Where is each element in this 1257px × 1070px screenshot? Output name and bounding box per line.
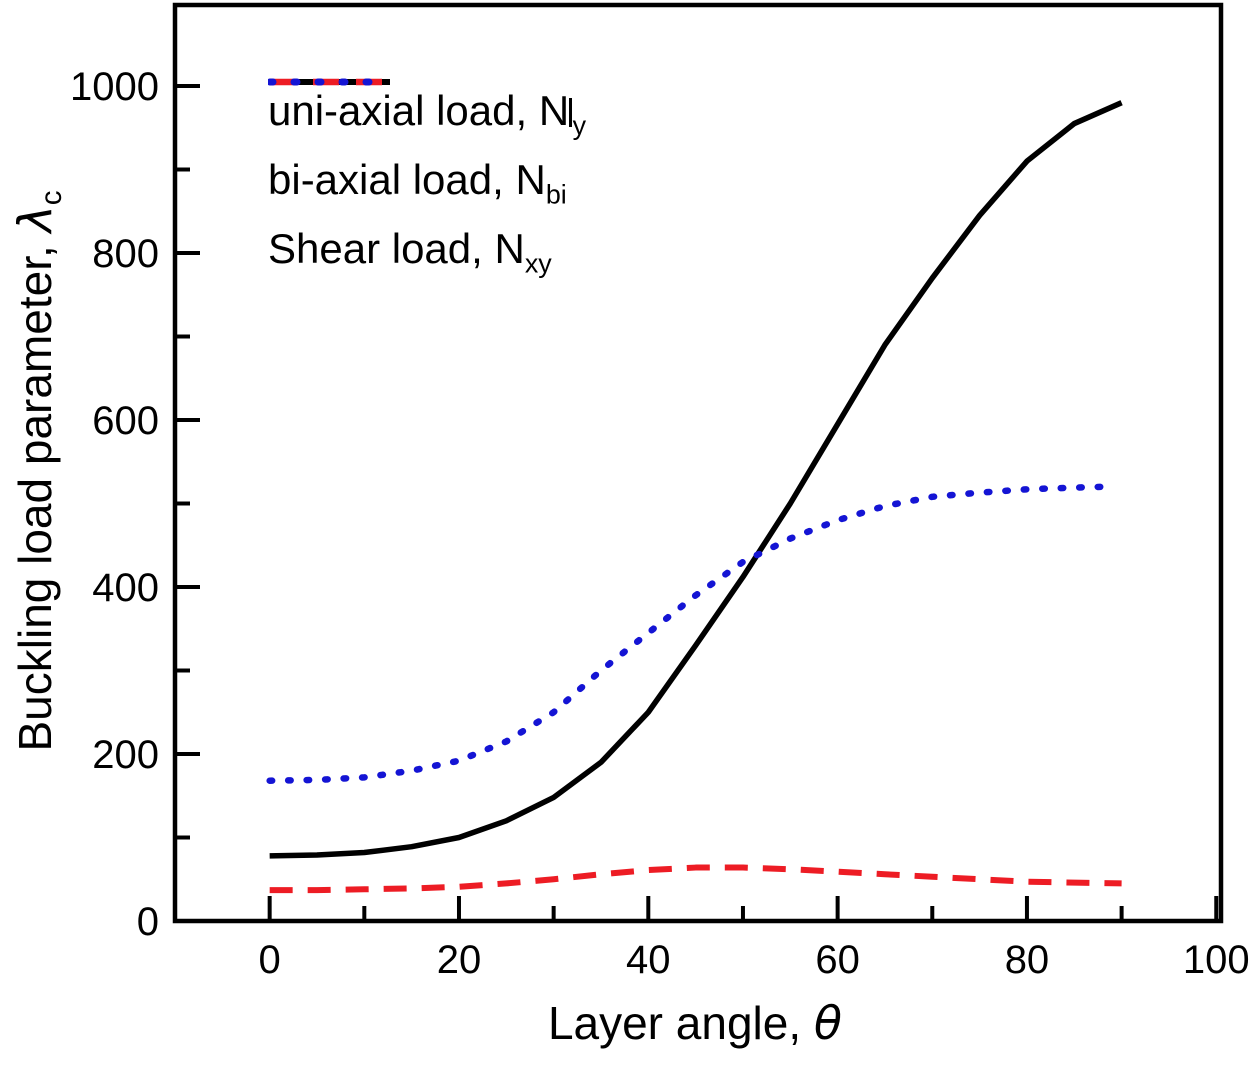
x-tick-label: 40 <box>626 938 671 982</box>
legend-label-bar-mark <box>569 97 572 128</box>
legend-shear-line-sample <box>268 78 392 86</box>
x-axis-title-text: Layer angle, <box>547 997 814 1049</box>
x-tick-label: 80 <box>1005 938 1050 982</box>
y-axis-title-subscript: c <box>35 190 69 206</box>
legend-label-subscript: y <box>572 109 587 140</box>
y-tick-label: 0 <box>137 900 159 944</box>
y-tick-label: 400 <box>92 566 159 610</box>
y-tick-label: 600 <box>92 399 159 443</box>
x-tick-label: 60 <box>815 938 860 982</box>
y-axis-title: Buckling load parameter, λc <box>8 11 70 931</box>
legend-item-shear: Shear load, Nxy <box>268 78 586 283</box>
x-tick-label: 100 <box>1183 938 1250 982</box>
series-shear-line <box>266 483 1106 784</box>
y-axis-title-text: Buckling load parameter, <box>9 232 61 752</box>
x-axis-title: Layer angle, θ <box>435 998 955 1049</box>
legend-label-text: uni-axial load, N <box>268 86 570 134</box>
legend-item-bi-axial: bi-axial load, Nbi <box>268 78 586 214</box>
x-tick-label: 20 <box>437 938 482 982</box>
y-tick-label: 800 <box>92 232 159 276</box>
legend-label-subscript: bi <box>545 178 567 209</box>
legend-label-subscript: xy <box>524 247 552 278</box>
lambda-symbol: λ <box>8 205 62 233</box>
plot-frame <box>172 2 1224 924</box>
x-tick-label: 0 <box>259 938 281 982</box>
legend-label-text: bi-axial load, N <box>268 155 546 203</box>
legend-label-text: Shear load, N <box>268 224 525 272</box>
legend-shear-label: Shear load, Nxy <box>268 224 552 277</box>
legend-bi-axial-label: bi-axial load, Nbi <box>268 155 567 208</box>
theta-symbol: θ <box>813 996 843 1050</box>
series-uni-axial-line <box>269 100 1123 859</box>
y-tick-label: 200 <box>92 733 159 777</box>
series-bi-axial-line <box>269 864 1122 894</box>
y-tick-label: 1000 <box>70 65 159 109</box>
